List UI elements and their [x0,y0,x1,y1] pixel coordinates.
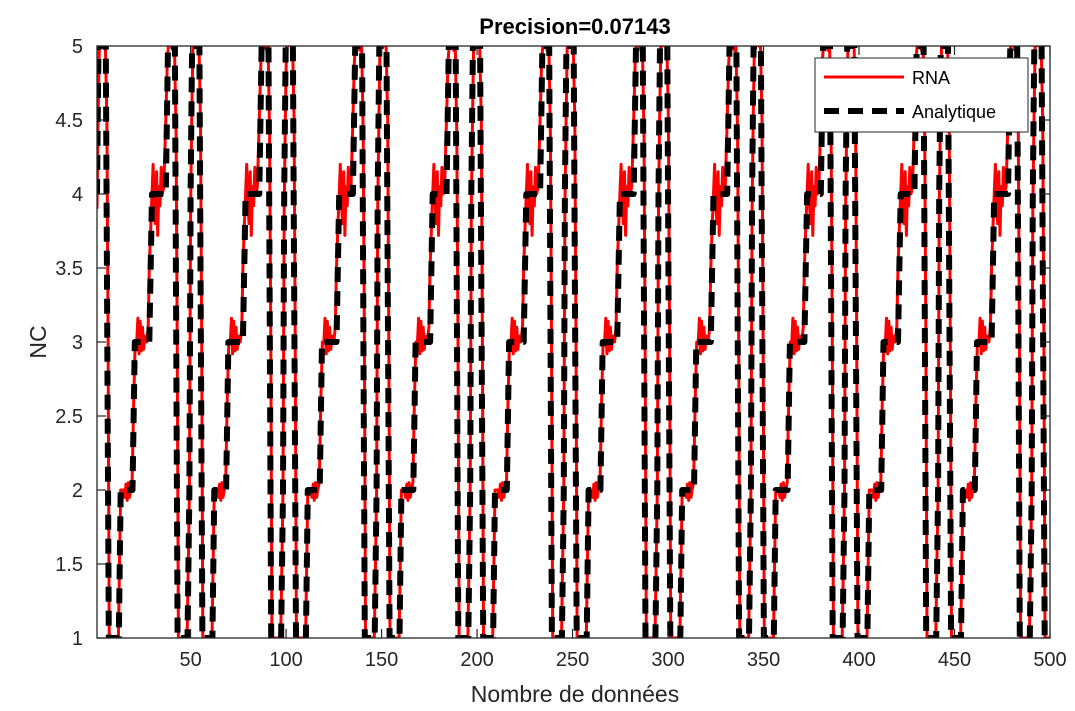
x-tick-label: 350 [747,649,780,671]
x-axis-title: Nombre de données [471,681,679,707]
y-tick-label: 1 [72,628,83,650]
plot-area [96,45,1051,639]
y-tick-label: 4 [72,184,83,206]
x-tick-label: 500 [1033,649,1066,671]
y-axis-title: NC [25,325,51,358]
x-axis: 50 100 150 200 250 300 350 400 450 500 [179,46,1067,671]
x-tick-label: 400 [842,649,875,671]
x-tick-label: 100 [269,649,302,671]
chart-title: Precision=0.07143 [479,14,670,39]
legend-box [814,57,1029,133]
y-tick-label: 2 [72,480,83,502]
y-tick-label: 3 [72,332,83,354]
x-tick-label: 200 [460,649,493,671]
y-tick-label: 1.5 [55,554,83,576]
x-tick-label: 450 [938,649,971,671]
x-tick-label: 250 [556,649,589,671]
y-tick-label: 2.5 [55,406,83,428]
legend-label: RNA [912,68,950,88]
x-tick-label: 50 [179,649,201,671]
legend: RNA Analytique [814,57,1029,133]
y-tick-label: 4.5 [55,110,83,132]
legend-label: Analytique [912,102,996,122]
y-tick-label: 5 [72,36,83,58]
y-tick-label: 3.5 [55,258,83,280]
y-axis: 1 1.5 2 2.5 3 3.5 4 4.5 5 [55,36,1050,650]
x-tick-label: 300 [651,649,684,671]
x-tick-label: 150 [365,649,398,671]
